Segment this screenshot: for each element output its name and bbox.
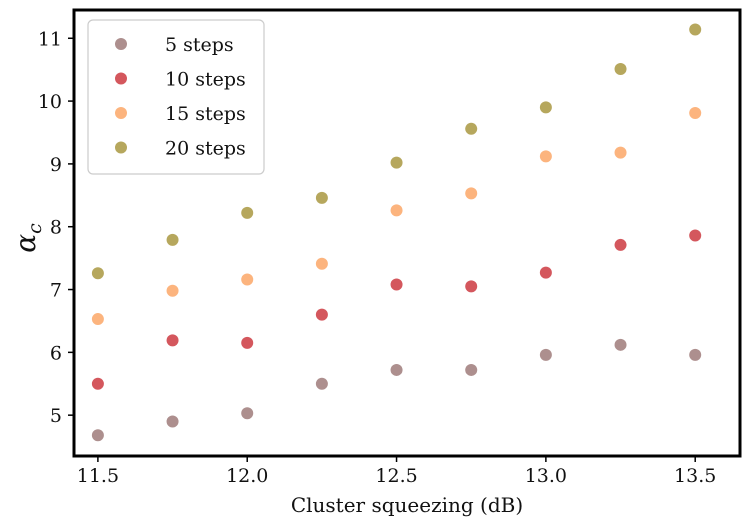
data-points	[91, 23, 702, 442]
data-point-20-steps	[614, 63, 627, 76]
data-point-5-steps	[689, 348, 702, 361]
data-point-10-steps	[689, 229, 702, 242]
data-point-20-steps	[315, 191, 328, 204]
y-tick-label: 8	[50, 217, 62, 239]
legend-marker	[115, 72, 127, 85]
data-point-5-steps	[166, 415, 179, 428]
data-point-20-steps	[390, 156, 403, 169]
data-point-15-steps	[689, 107, 702, 120]
data-point-10-steps	[539, 266, 552, 279]
y-tick-label: 6	[50, 342, 62, 364]
data-point-10-steps	[166, 334, 179, 347]
y-tick-label: 9	[50, 154, 62, 176]
data-point-20-steps	[539, 101, 552, 114]
legend-box	[87, 19, 265, 175]
data-point-15-steps	[390, 204, 403, 217]
legend-marker	[115, 107, 127, 119]
data-point-10-steps	[465, 280, 478, 293]
data-point-5-steps	[465, 363, 478, 376]
data-point-5-steps	[91, 429, 104, 442]
legend-label: 20 steps	[165, 138, 246, 160]
legend-marker	[115, 38, 127, 50]
x-tick-label: 11.5	[77, 465, 119, 487]
y-tick-label: 11	[38, 28, 62, 50]
data-point-10-steps	[91, 377, 104, 390]
data-point-15-steps	[614, 146, 627, 159]
data-point-5-steps	[390, 363, 403, 376]
data-point-20-steps	[241, 206, 254, 219]
data-point-10-steps	[390, 278, 403, 291]
y-axis-label-main: α	[9, 234, 42, 253]
data-point-15-steps	[241, 273, 254, 286]
x-tick-label: 12.5	[375, 465, 417, 487]
legend-label: 10 steps	[165, 69, 246, 91]
data-point-10-steps	[241, 336, 254, 349]
data-point-5-steps	[241, 407, 254, 420]
data-point-15-steps	[91, 313, 104, 326]
data-point-10-steps	[614, 238, 627, 251]
x-axis-label: Cluster squeezing (dB)	[291, 493, 523, 517]
data-point-5-steps	[315, 377, 328, 390]
legend: 5 steps 10 steps 15 steps 20 steps	[87, 19, 265, 175]
y-axis-label-subscript: c	[24, 223, 46, 234]
y-axis-ticks: 5 6 7 8 9 10 11	[38, 28, 74, 427]
x-tick-label: 13.0	[525, 465, 567, 487]
data-point-15-steps	[315, 257, 328, 270]
data-point-15-steps	[465, 187, 478, 200]
legend-label: 15 steps	[165, 103, 246, 125]
data-point-15-steps	[539, 150, 552, 163]
data-point-20-steps	[689, 23, 702, 36]
y-tick-label: 10	[38, 91, 62, 113]
x-tick-label: 13.5	[674, 465, 716, 487]
y-tick-label: 7	[50, 280, 62, 302]
data-point-20-steps	[465, 122, 478, 135]
data-point-20-steps	[166, 233, 179, 246]
legend-marker	[115, 141, 127, 154]
x-axis-ticks: 11.5 12.0 12.5 13.0 13.5	[77, 456, 716, 487]
data-point-20-steps	[91, 267, 104, 280]
data-point-15-steps	[166, 284, 179, 297]
y-axis-label: αc	[9, 223, 46, 253]
data-point-5-steps	[614, 338, 627, 351]
legend-label: 5 steps	[165, 34, 234, 56]
data-point-10-steps	[315, 308, 328, 321]
data-point-5-steps	[539, 348, 552, 361]
y-tick-label: 5	[50, 405, 62, 427]
x-tick-label: 12.0	[226, 465, 268, 487]
